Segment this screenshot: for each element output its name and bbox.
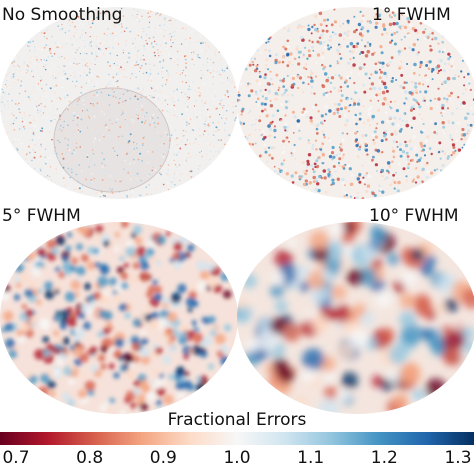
panel-label-5deg: 5° FWHM	[2, 206, 81, 226]
colorbar-tick-label: 1.0	[223, 448, 251, 468]
map-no-smoothing-pixels	[0, 7, 237, 199]
colorbar	[0, 432, 474, 445]
colorbar-tick-label: 0.9	[149, 448, 177, 468]
map-10deg-fwhm-pixels	[237, 222, 474, 414]
colorbar-title: Fractional Errors	[167, 410, 307, 430]
colorbar-tick-label: 1.1	[297, 448, 325, 468]
panel-label-10deg: 10° FWHM	[369, 206, 459, 226]
panel-label-no-smoothing: No Smoothing	[2, 5, 123, 25]
panel-label-1deg: 1° FWHM	[372, 5, 451, 25]
colorbar-tick-label: 0.7	[2, 448, 30, 468]
colorbar-tick-label: 1.2	[370, 448, 398, 468]
map-5deg-fwhm-pixels	[0, 222, 237, 414]
colorbar-tick-label: 1.3	[444, 448, 472, 468]
colorbar-tick-label: 0.8	[76, 448, 104, 468]
map-1deg-fwhm-pixels	[237, 8, 474, 199]
